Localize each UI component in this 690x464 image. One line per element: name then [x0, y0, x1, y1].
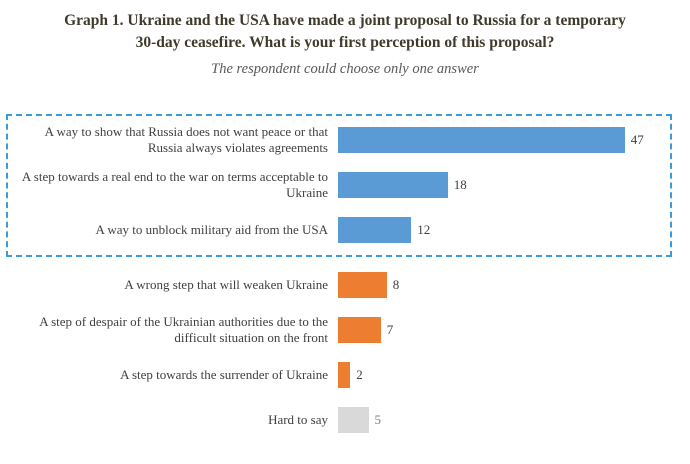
bar-value-label: 12 — [417, 222, 431, 238]
highlight-box: A way to show that Russia does not want … — [6, 113, 672, 257]
bar-value-label: 8 — [392, 277, 400, 293]
bar-value-label: 7 — [386, 322, 394, 338]
bar — [338, 317, 381, 344]
chart-title: Graph 1. Ukraine and the USA have made a… — [64, 12, 626, 52]
bar — [338, 217, 412, 244]
bar-row: A way to show that Russia does not want … — [8, 118, 670, 163]
bar-row: A step of despair of the Ukrainian autho… — [8, 308, 670, 353]
bar-row: Hard to say 5 — [8, 398, 670, 443]
bar-track: 7 — [338, 317, 643, 344]
bar-rows: A wrong step that will weaken Ukraine 8 A … — [6, 257, 672, 443]
bar-value-label: 18 — [453, 177, 467, 193]
bar-category-label: A step towards the surrender of Ukraine — [120, 367, 328, 383]
bar-track: 8 — [338, 272, 643, 299]
bar-value-label: 47 — [630, 132, 644, 148]
bar-category-label: A step of despair of the Ukrainian autho… — [39, 314, 328, 346]
bar-value-label: 5 — [374, 412, 382, 428]
bar-value-label: 2 — [356, 367, 363, 383]
bar-track: 2 — [338, 362, 643, 389]
bar — [338, 127, 625, 154]
chart-subtitle: The respondent could choose only one ans… — [211, 60, 479, 77]
bar-category-label: A wrong step that will weaken Ukraine — [124, 277, 328, 293]
bar — [338, 272, 387, 299]
bar-track: 47 — [338, 127, 644, 154]
chart-plot-area: A way to show that Russia does not want … — [6, 113, 672, 443]
bar-row: A step towards a real end to the war on … — [8, 163, 670, 208]
bar-category-label: A way to show that Russia does not want … — [44, 124, 328, 156]
bar-category-label: A step towards a real end to the war on … — [21, 169, 328, 201]
bar — [338, 172, 448, 199]
bar-category-label: A way to unblock military aid from the U… — [95, 222, 328, 238]
bar-track: 12 — [338, 217, 643, 244]
bar-track: 5 — [338, 407, 643, 434]
bar-track: 18 — [338, 172, 643, 199]
bar-category-label: Hard to say — [268, 412, 328, 428]
bar-row: A step towards the surrender of Ukraine 2 — [8, 353, 670, 398]
bar — [338, 362, 351, 389]
bar-row: A wrong step that will weaken Ukraine 8 — [8, 263, 670, 308]
bar-row: A way to unblock military aid from the U… — [8, 208, 670, 253]
bar — [338, 407, 369, 434]
